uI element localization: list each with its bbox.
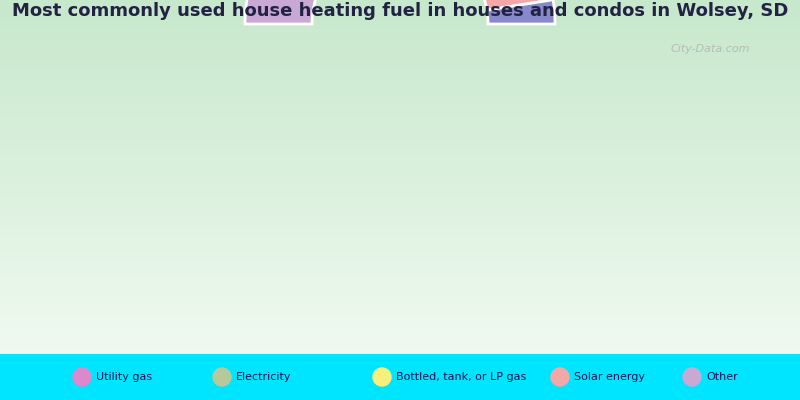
- Text: Other: Other: [706, 372, 738, 382]
- Circle shape: [683, 368, 701, 386]
- Circle shape: [373, 368, 391, 386]
- Text: Electricity: Electricity: [236, 372, 291, 382]
- Wedge shape: [487, 0, 555, 24]
- Circle shape: [551, 368, 569, 386]
- Text: Bottled, tank, or LP gas: Bottled, tank, or LP gas: [396, 372, 526, 382]
- Text: City-Data.com: City-Data.com: [670, 44, 750, 54]
- Wedge shape: [478, 0, 553, 10]
- Text: Most commonly used house heating fuel in houses and condos in Wolsey, SD: Most commonly used house heating fuel in…: [12, 2, 788, 20]
- Text: Solar energy: Solar energy: [574, 372, 645, 382]
- Text: Utility gas: Utility gas: [96, 372, 152, 382]
- Wedge shape: [245, 0, 410, 24]
- Circle shape: [213, 368, 231, 386]
- Circle shape: [73, 368, 91, 386]
